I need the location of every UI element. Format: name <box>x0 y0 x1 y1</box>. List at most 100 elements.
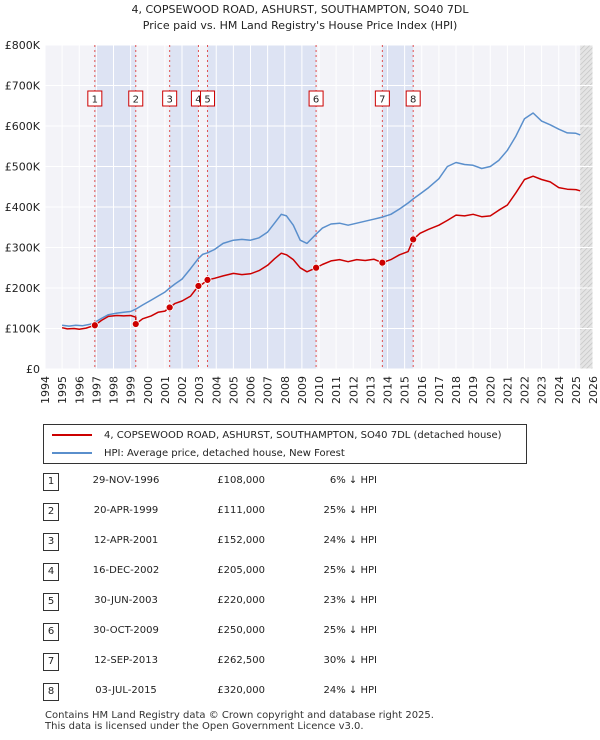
forecast-hatch <box>580 91 593 106</box>
transaction-price: £152,000 <box>217 535 265 546</box>
forecast-hatch <box>580 301 593 316</box>
forecast-hatch <box>580 126 593 141</box>
sale-point <box>131 320 140 328</box>
footer-line-2: This data is licensed under the Open Gov… <box>45 721 364 732</box>
sale-point <box>378 258 387 267</box>
forecast-hatch <box>580 66 593 81</box>
x-tick-label: 1999 <box>125 376 138 404</box>
forecast-hatch <box>580 12 593 25</box>
y-tick-label: £400K <box>5 201 41 214</box>
x-tick-label: 2010 <box>313 376 326 404</box>
forecast-hatch <box>580 96 593 111</box>
price-chart: 4, COPSEWOOD ROAD, ASHURST, SOUTHAMPTON,… <box>5 2 600 404</box>
forecast-hatch <box>580 296 593 311</box>
x-tick-label: 2008 <box>279 376 292 404</box>
chart-subtitle: Price paid vs. HM Land Registry's House … <box>143 19 458 32</box>
forecast-hatch <box>580 261 593 276</box>
transaction-hpi-diff: 25% ↓ HPI <box>323 565 377 576</box>
forecast-hatch <box>580 136 593 151</box>
x-tick-label: 1997 <box>90 376 103 404</box>
sale-marker-label: 7 <box>379 95 385 106</box>
forecast-hatch <box>580 186 593 201</box>
transaction-price: £262,500 <box>217 655 265 666</box>
x-tick-label: 2001 <box>159 376 172 404</box>
forecast-hatch <box>580 251 593 266</box>
x-tick-label: 2026 <box>587 376 600 404</box>
x-tick-label: 2021 <box>501 376 514 404</box>
x-tick-label: 2019 <box>467 376 480 404</box>
forecast-hatch <box>580 256 593 271</box>
forecast-hatch <box>580 61 593 76</box>
forecast-hatch <box>580 17 593 30</box>
y-tick-label: £600K <box>5 120 41 133</box>
forecast-hatch <box>580 226 593 241</box>
transaction-hpi-diff: 24% ↓ HPI <box>323 685 377 696</box>
forecast-hatch <box>580 45 586 51</box>
forecast-hatch <box>580 106 593 121</box>
forecast-hatch <box>580 86 593 101</box>
sale-marker-box <box>374 90 390 107</box>
forecast-hatch <box>580 166 593 181</box>
transaction-hpi-diff: 30% ↓ HPI <box>323 655 377 666</box>
legend-swatch-hpi <box>52 452 92 454</box>
table-row: 6 30-OCT-2009 £250,000 25% ↓ HPI <box>43 622 403 642</box>
forecast-hatch <box>580 341 593 356</box>
forecast-hatch <box>580 311 593 326</box>
y-tick-label: £500K <box>5 161 41 174</box>
sale-marker-label: 5 <box>204 95 210 106</box>
transaction-price: £320,000 <box>217 685 265 696</box>
transaction-number: 8 <box>43 683 59 701</box>
chart-legend: 4, COPSEWOOD ROAD, ASHURST, SOUTHAMPTON,… <box>43 424 527 464</box>
legend-label-property: 4, COPSEWOOD ROAD, ASHURST, SOUTHAMPTON,… <box>104 429 502 441</box>
transaction-date: 30-OCT-2009 <box>93 625 159 636</box>
y-tick-label: £800K <box>5 39 41 52</box>
forecast-hatch <box>580 331 593 346</box>
sale-marker-box <box>308 90 324 107</box>
forecast-hatch <box>580 76 593 91</box>
transaction-price: £250,000 <box>217 625 265 636</box>
transaction-date: 29-NOV-1996 <box>92 475 160 486</box>
transaction-number: 1 <box>43 473 59 491</box>
transaction-date: 12-SEP-2013 <box>94 655 158 666</box>
forecast-hatch <box>580 2 593 15</box>
transaction-hpi-diff: 23% ↓ HPI <box>323 595 377 606</box>
forecast-hatch <box>580 111 593 126</box>
forecast-hatch <box>580 201 593 216</box>
forecast-hatch <box>580 56 593 71</box>
x-tick-label: 2011 <box>330 376 343 404</box>
transaction-date: 30-JUN-2003 <box>94 595 158 606</box>
x-tick-label: 1995 <box>56 376 69 404</box>
transaction-date: 20-APR-1999 <box>93 505 159 516</box>
table-row: 2 20-APR-1999 £111,000 25% ↓ HPI <box>43 502 403 522</box>
chart-title: 4, COPSEWOOD ROAD, ASHURST, SOUTHAMPTON,… <box>132 3 470 16</box>
forecast-hatch <box>580 196 593 211</box>
sale-marker-box <box>405 90 421 107</box>
forecast-hatch <box>580 351 593 366</box>
forecast-hatch <box>580 116 593 131</box>
forecast-hatch <box>580 51 593 66</box>
forecast-hatch <box>580 211 593 226</box>
forecast-hatch <box>580 156 593 171</box>
forecast-hatch <box>580 306 593 321</box>
sale-marker-label: 1 <box>92 95 98 106</box>
x-tick-label: 2018 <box>450 376 463 404</box>
x-tick-label: 2000 <box>142 376 155 404</box>
footer-line-1: Contains HM Land Registry data © Crown c… <box>45 710 434 721</box>
sale-marker-label: 4 <box>195 95 201 106</box>
y-tick-label: £200K <box>5 282 41 295</box>
forecast-hatch <box>580 281 593 296</box>
x-tick-label: 2003 <box>193 376 206 404</box>
table-row: 1 29-NOV-1996 £108,000 6% ↓ HPI <box>43 472 403 492</box>
y-tick-label: £700K <box>5 80 41 93</box>
forecast-hatch <box>580 271 593 286</box>
x-tick-label: 2004 <box>210 376 223 404</box>
transaction-number: 4 <box>43 563 59 581</box>
forecast-hatch <box>580 141 593 156</box>
table-row: 3 12-APR-2001 £152,000 24% ↓ HPI <box>43 532 403 552</box>
x-tick-label: 2020 <box>484 376 497 404</box>
x-tick-label: 1998 <box>108 376 121 404</box>
x-tick-label: 2023 <box>536 376 549 404</box>
forecast-hatch <box>580 131 593 146</box>
transaction-price: £220,000 <box>217 595 265 606</box>
x-tick-label: 2005 <box>227 376 240 404</box>
